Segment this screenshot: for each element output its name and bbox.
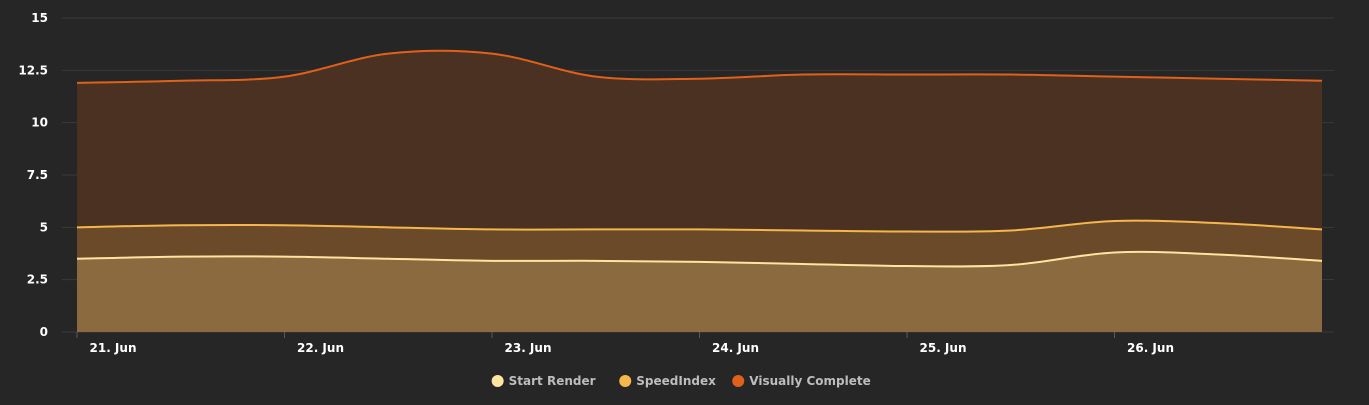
series-line-speedindex[interactable] xyxy=(76,219,1323,233)
y-tick-label: 7.5 xyxy=(27,168,48,182)
y-tick-label: 12.5 xyxy=(18,63,48,77)
x-tick-label: 23. Jun xyxy=(505,341,552,355)
x-tick-label: 24. Jun xyxy=(712,341,759,355)
x-tick-label: 26. Jun xyxy=(1127,341,1174,355)
series-line-start-render[interactable] xyxy=(76,250,1323,268)
legend-marker xyxy=(619,375,632,387)
y-tick-label: 5 xyxy=(40,220,48,234)
y-tick-label: 10 xyxy=(31,116,48,130)
legend-label: Visually Complete xyxy=(749,374,870,388)
legend-label: Start Render xyxy=(509,374,596,388)
y-tick-label: 2.5 xyxy=(27,273,48,287)
x-tick-label: 22. Jun xyxy=(297,341,344,355)
legend: Start Render SpeedIndex Visually Complete xyxy=(491,374,871,388)
y-tick-label: 0 xyxy=(40,325,48,339)
legend-marker xyxy=(491,375,504,387)
legend-item-visually-complete[interactable]: Visually Complete xyxy=(732,374,871,388)
x-tick-label: 21. Jun xyxy=(90,341,137,355)
y-axis: 0 2.5 5 7.5 10 12.5 15 xyxy=(18,11,48,339)
legend-marker xyxy=(732,375,745,387)
x-axis: 21. Jun 22. Jun 23. Jun 24. Jun 25. Jun 26. J… xyxy=(76,332,1174,355)
series-areas xyxy=(77,50,1322,332)
series-line-visually-complete[interactable] xyxy=(76,49,1323,84)
y-tick-label: 15 xyxy=(31,11,48,25)
legend-item-start-render[interactable]: Start Render xyxy=(491,374,596,388)
x-tick-label: 25. Jun xyxy=(920,341,967,355)
legend-label: SpeedIndex xyxy=(636,374,716,388)
legend-item-speedindex[interactable]: SpeedIndex xyxy=(619,374,716,388)
series-lines xyxy=(76,49,1323,268)
series-area-start-render xyxy=(77,251,1322,332)
